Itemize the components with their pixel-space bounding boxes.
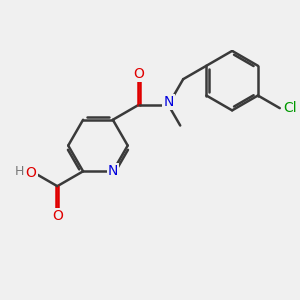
Text: O: O [52,209,63,223]
Text: N: N [108,164,118,178]
Text: Cl: Cl [284,101,297,115]
Text: H: H [15,165,24,178]
Text: O: O [133,67,144,81]
Text: N: N [163,95,173,109]
Text: O: O [26,166,37,180]
